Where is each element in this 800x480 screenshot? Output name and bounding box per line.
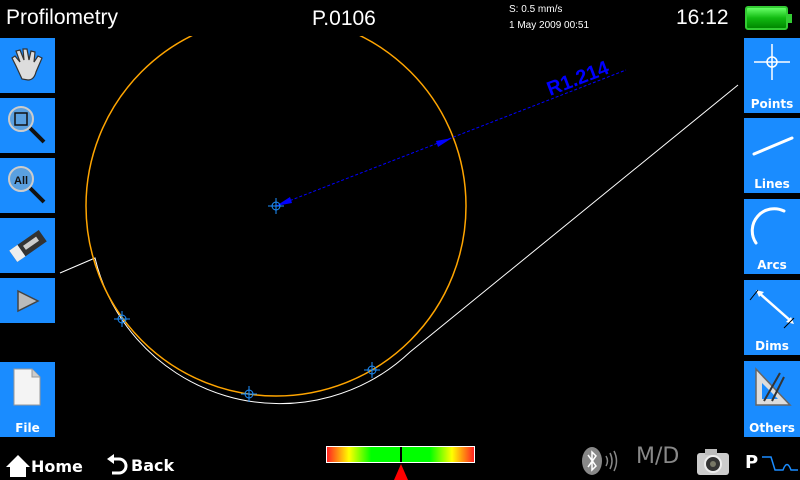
- eraser-icon: [9, 229, 47, 263]
- fitted-arc[interactable]: [85, 16, 467, 397]
- profile-mode-letter: P: [745, 452, 759, 473]
- file-button[interactable]: File: [0, 362, 55, 437]
- lines-button[interactable]: Lines: [744, 118, 800, 193]
- svg-text:All: All: [14, 175, 28, 187]
- profile-waveform-icon: [762, 456, 798, 471]
- points-label: Points: [750, 97, 794, 111]
- arcs-label: Arcs: [757, 258, 787, 272]
- arc-icon: [750, 207, 786, 245]
- play-icon: [17, 289, 40, 313]
- program-number: P.0106: [312, 7, 376, 30]
- pan-button[interactable]: [0, 38, 55, 93]
- arcs-button[interactable]: Arcs: [744, 199, 800, 274]
- bluetooth-icon: [582, 447, 618, 475]
- set-square-icon: [755, 367, 792, 406]
- dims-label: Dims: [755, 339, 789, 353]
- erase-button[interactable]: [0, 218, 55, 273]
- home-label: Home: [31, 456, 83, 476]
- date-time: 1 May 2009 00:51: [509, 20, 590, 31]
- point-marker[interactable]: [364, 362, 380, 378]
- point-marker[interactable]: [114, 311, 130, 327]
- points-button[interactable]: Points: [744, 38, 800, 113]
- point-marker[interactable]: [268, 198, 284, 214]
- zoom-all-button[interactable]: All: [0, 158, 55, 213]
- line-icon: [752, 136, 794, 156]
- radius-dimension-line[interactable]: [275, 69, 627, 207]
- file-label: File: [15, 421, 40, 435]
- zoom-window-button[interactable]: [0, 98, 55, 153]
- back-button[interactable]: Back: [106, 454, 174, 476]
- level-pointer-icon: [394, 464, 408, 480]
- dims-button[interactable]: Dims: [744, 280, 800, 355]
- back-label: Back: [131, 455, 175, 475]
- app-title: Profilometry: [6, 6, 119, 29]
- play-button[interactable]: [0, 278, 55, 323]
- dimension-icon: [749, 289, 795, 329]
- camera-icon[interactable]: [695, 447, 731, 477]
- others-button[interactable]: Others: [744, 361, 800, 437]
- dimension-label[interactable]: R1.214: [544, 57, 613, 101]
- others-label: Others: [749, 421, 795, 435]
- speed-readout: S: 0.5 mm/s: [509, 4, 563, 15]
- point-marker[interactable]: [241, 386, 257, 402]
- zoom-all-icon: All: [8, 166, 46, 204]
- zoom-window-icon: [8, 106, 46, 144]
- level-meter-needle: [400, 447, 402, 462]
- lines-label: Lines: [754, 177, 790, 191]
- profile-line: [59, 84, 739, 405]
- file-icon: [13, 368, 41, 406]
- clock: 16:12: [676, 6, 729, 29]
- dimension-arrow: [276, 197, 292, 206]
- back-arrow-icon: [107, 454, 128, 475]
- home-icon: [6, 455, 30, 477]
- hand-icon: [11, 48, 43, 81]
- home-button[interactable]: Home: [5, 454, 83, 478]
- crosshair-icon: [754, 44, 790, 80]
- dimension-arrow: [436, 138, 452, 147]
- battery-icon: [745, 6, 792, 30]
- level-meter: [326, 446, 475, 463]
- measure-mode-indicator: M/D: [636, 444, 680, 469]
